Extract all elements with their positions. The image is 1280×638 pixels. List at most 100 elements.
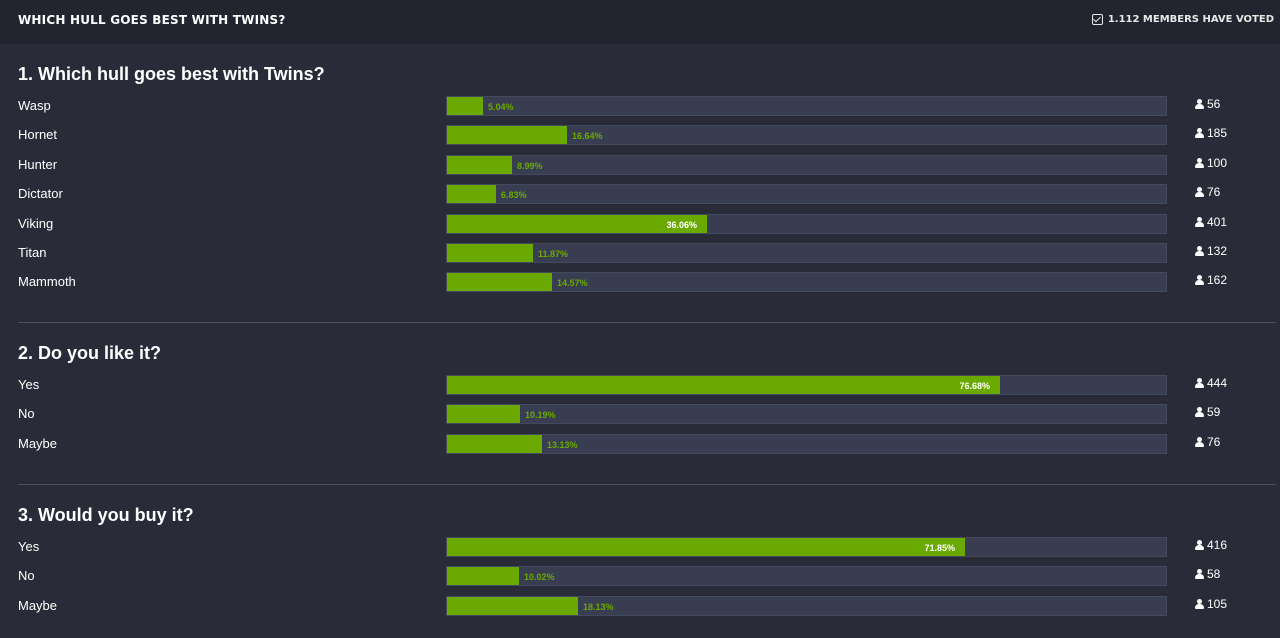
poll-choice-row: Hornet 16.64% 185 xyxy=(0,125,1280,145)
vote-count: 76 xyxy=(1195,185,1220,199)
result-bar-fill xyxy=(447,97,483,115)
result-bar-fill xyxy=(447,273,552,291)
poll-choice-row: Dictator 6.83% 76 xyxy=(0,184,1280,204)
vote-count: 100 xyxy=(1195,156,1227,170)
vote-count: 59 xyxy=(1195,405,1220,419)
question-title: 3. Would you buy it? xyxy=(18,505,194,525)
choice-label: Maybe xyxy=(18,436,58,451)
poll-header: Which hull goes best with Twins? 1.112 m… xyxy=(0,0,1280,44)
question-divider xyxy=(18,322,1276,323)
vote-count-number: 56 xyxy=(1207,97,1221,111)
result-bar-fill xyxy=(447,376,1000,394)
user-icon xyxy=(1195,377,1204,389)
user-icon xyxy=(1195,598,1204,610)
percent-label: 71.85% xyxy=(924,543,955,553)
result-bar-track: 71.85% xyxy=(446,537,1167,557)
result-bar-fill xyxy=(447,126,567,144)
user-icon xyxy=(1195,436,1204,448)
choice-label: Mammoth xyxy=(18,274,76,289)
vote-count: 105 xyxy=(1195,597,1227,611)
result-bar-fill xyxy=(447,185,496,203)
result-bar-track: 8.99% xyxy=(446,155,1167,175)
vote-count-number: 401 xyxy=(1207,215,1228,229)
question-divider xyxy=(18,484,1276,485)
poll-choice-row: Viking 36.06% 401 xyxy=(0,214,1280,234)
choice-label: Yes xyxy=(18,377,40,392)
vote-count: 185 xyxy=(1195,126,1227,140)
vote-count: 444 xyxy=(1195,376,1227,390)
poll-choice-row: Hunter 8.99% 100 xyxy=(0,155,1280,175)
vote-count-number: 416 xyxy=(1207,538,1228,552)
percent-label: 10.02% xyxy=(524,572,555,582)
user-icon xyxy=(1195,245,1204,257)
poll-choice-row: Maybe 18.13% 105 xyxy=(0,596,1280,616)
vote-count-number: 105 xyxy=(1207,597,1228,611)
result-bar-track: 14.57% xyxy=(446,272,1167,292)
poll-choice-row: Wasp 5.04% 56 xyxy=(0,96,1280,116)
vote-count-number: 76 xyxy=(1207,185,1221,199)
result-bar-track: 5.04% xyxy=(446,96,1167,116)
result-bar-fill xyxy=(447,405,520,423)
vote-count-number: 100 xyxy=(1207,156,1228,170)
user-icon xyxy=(1195,568,1204,580)
user-icon xyxy=(1195,274,1204,286)
user-icon xyxy=(1195,216,1204,228)
result-bar-track: 10.19% xyxy=(446,404,1167,424)
result-bar-track: 76.68% xyxy=(446,375,1167,395)
choice-label: Hunter xyxy=(18,157,58,172)
choice-label: Viking xyxy=(18,216,54,231)
vote-count-number: 185 xyxy=(1207,126,1228,140)
percent-label: 11.87% xyxy=(538,249,569,259)
percent-label: 36.06% xyxy=(666,220,697,230)
vote-count-number: 162 xyxy=(1207,273,1228,287)
poll-choice-row: Maybe 13.13% 76 xyxy=(0,434,1280,454)
result-bar-fill xyxy=(447,435,542,453)
poll-title: Which hull goes best with Twins? xyxy=(18,13,286,27)
percent-label: 6.83% xyxy=(501,190,527,200)
percent-label: 16.64% xyxy=(572,131,603,141)
poll-choice-row: Mammoth 14.57% 162 xyxy=(0,272,1280,292)
choice-label: Dictator xyxy=(18,186,63,201)
result-bar-track: 10.02% xyxy=(446,566,1167,586)
vote-count-number: 76 xyxy=(1207,435,1221,449)
result-bar-track: 16.64% xyxy=(446,125,1167,145)
poll-choice-row: Titan 11.87% 132 xyxy=(0,243,1280,263)
user-icon xyxy=(1195,98,1204,110)
choice-label: Maybe xyxy=(18,598,58,613)
vote-count: 401 xyxy=(1195,215,1227,229)
vote-count: 56 xyxy=(1195,97,1220,111)
result-bar-track: 6.83% xyxy=(446,184,1167,204)
poll-choice-row: Yes 76.68% 444 xyxy=(0,375,1280,395)
question-title: 1. Which hull goes best with Twins? xyxy=(18,64,325,84)
result-bar-track: 13.13% xyxy=(446,434,1167,454)
result-bar-fill xyxy=(447,597,578,615)
vote-count-number: 58 xyxy=(1207,567,1221,581)
vote-count: 162 xyxy=(1195,273,1227,287)
result-bar-fill xyxy=(447,567,519,585)
choice-label: Titan xyxy=(18,245,47,260)
vote-count: 132 xyxy=(1195,244,1227,258)
result-bar-fill xyxy=(447,215,707,233)
percent-label: 14.57% xyxy=(557,278,588,288)
poll-choice-row: No 10.19% 59 xyxy=(0,404,1280,424)
result-bar-fill xyxy=(447,156,512,174)
result-bar-track: 11.87% xyxy=(446,243,1167,263)
choice-label: No xyxy=(18,568,35,583)
question-title: 2. Do you like it? xyxy=(18,343,162,363)
user-icon xyxy=(1195,406,1204,418)
vote-count-number: 444 xyxy=(1207,376,1228,390)
poll-choice-row: Yes 71.85% 416 xyxy=(0,537,1280,557)
percent-label: 10.19% xyxy=(525,410,556,420)
percent-label: 8.99% xyxy=(517,161,543,171)
percent-label: 76.68% xyxy=(959,381,990,391)
percent-label: 5.04% xyxy=(488,102,514,112)
user-icon xyxy=(1195,539,1204,551)
choice-label: Wasp xyxy=(18,98,51,113)
choice-label: No xyxy=(18,406,35,421)
vote-count: 58 xyxy=(1195,567,1220,581)
user-icon xyxy=(1195,127,1204,139)
voted-text: 1.112 members have voted xyxy=(1107,14,1274,25)
poll-choice-row: No 10.02% 58 xyxy=(0,566,1280,586)
user-icon xyxy=(1195,157,1204,169)
result-bar-fill xyxy=(447,538,965,556)
